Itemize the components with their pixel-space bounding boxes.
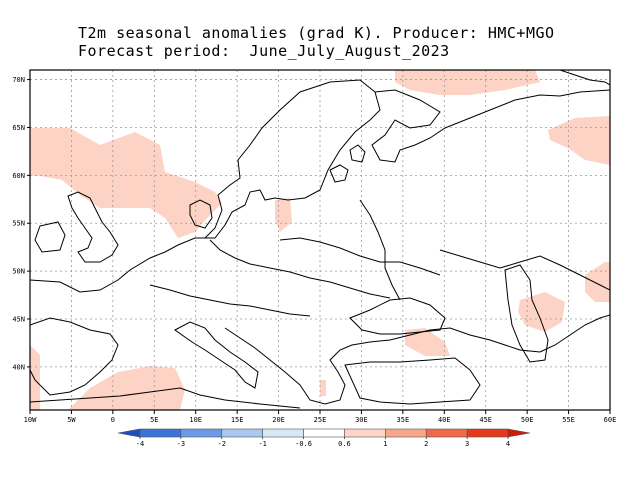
anomaly-areas: [30, 70, 610, 410]
colorbar-segment: [303, 428, 345, 438]
lon-tick-label: 25E: [314, 416, 327, 424]
colorbar-max-triangle: [507, 428, 531, 438]
lon-tick-label: 45E: [479, 416, 492, 424]
coastlines-and-borders: [30, 70, 610, 409]
lon-tick-label: 5E: [150, 416, 158, 424]
lon-tick-label: 10E: [189, 416, 202, 424]
border-east-1: [359, 199, 401, 301]
map-grid: [30, 70, 610, 410]
border-alps: [149, 284, 311, 317]
lon-tick-label: 5W: [67, 416, 76, 424]
lon-tick-label: 35E: [397, 416, 410, 424]
anomaly-area-urals: [548, 116, 610, 165]
anomaly-area-caucasus: [405, 328, 450, 356]
colorbar-label: -0.6: [295, 440, 312, 448]
lake-onega: [349, 144, 366, 163]
colorbar-label: 2: [424, 440, 428, 448]
colorbar: -4 -3 -2 -1 -0.6 0.6 1 2 3 4: [117, 428, 531, 448]
coastline-black-sea: [349, 297, 446, 335]
coastline-balkans: [224, 327, 541, 405]
anomaly-area-atlantic: [30, 128, 222, 238]
coastline-europe-west: [30, 237, 205, 293]
lon-tick-label: 50E: [521, 416, 534, 424]
colorbar-label: 1: [383, 440, 387, 448]
lat-tick-label: 60N: [12, 172, 25, 180]
colorbar-segment: [344, 428, 386, 438]
lon-tick-label: 55E: [562, 416, 575, 424]
colorbar-segment: [180, 428, 223, 438]
colorbar-label: -3: [177, 440, 185, 448]
lon-tick-label: 20E: [272, 416, 285, 424]
coastline-denmark: [189, 199, 213, 229]
lon-tick-label: 15E: [231, 416, 244, 424]
border-belarus-ukraine: [279, 237, 441, 276]
colorbar-label: 3: [465, 440, 469, 448]
anomaly-area-aegean: [320, 380, 326, 396]
colorbar-label: -4: [136, 440, 144, 448]
coastline-italy: [174, 321, 259, 389]
coastline-iberia: [30, 317, 119, 396]
lake-ladoga: [329, 164, 349, 183]
latitude-axis: 70N 65N 60N 55N 50N 45N 40N: [12, 76, 30, 371]
coastline-north-africa: [30, 387, 301, 409]
colorbar-label: -2: [218, 440, 226, 448]
lat-tick-label: 55N: [12, 220, 25, 228]
colorbar-segment: [221, 428, 263, 438]
lat-tick-label: 70N: [12, 76, 25, 84]
colorbar-segment: [262, 428, 304, 438]
longitude-axis: 10W 5W 0 5E 10E 15E 20E 25E 30E 35E 40E 45E 50E 55E 60…: [24, 410, 617, 424]
coastline-kola-white-sea: [371, 89, 610, 163]
border-central-europe: [209, 239, 391, 299]
anomaly-area-caspian: [518, 292, 565, 332]
lat-tick-label: 40N: [12, 363, 25, 371]
colorbar-segment: [139, 428, 182, 438]
lon-tick-label: 10W: [24, 416, 37, 424]
coastline-scandinavia: [203, 79, 381, 239]
lon-tick-label: 0: [111, 416, 115, 424]
colorbar-segment: [466, 428, 509, 438]
lat-tick-label: 45N: [12, 316, 25, 324]
lat-tick-label: 50N: [12, 268, 25, 276]
colorbar-label: 4: [506, 440, 510, 448]
colorbar-segment: [425, 428, 468, 438]
lat-tick-label: 65N: [12, 124, 25, 132]
coastline-british-isles: [67, 191, 119, 263]
anomaly-area-iberia: [30, 345, 40, 410]
coastline-caspian: [504, 264, 549, 363]
colorbar-min-triangle: [117, 428, 141, 438]
novaya-zemlya: [559, 70, 610, 86]
colorbar-label: -1: [258, 440, 266, 448]
colorbar-label: 0.6: [338, 440, 351, 448]
colorbar-segment: [385, 428, 427, 438]
map-title-line-2: Forecast period: June_July_August_2023: [78, 42, 450, 60]
coastline-ireland: [34, 221, 66, 253]
lon-tick-label: 30E: [355, 416, 368, 424]
anomaly-area-barents: [395, 70, 540, 95]
map-title-line-1: T2m seasonal anomalies (grad K). Produce…: [78, 24, 555, 42]
lon-tick-label: 60E: [604, 416, 617, 424]
border-kazakh: [439, 249, 610, 291]
lon-tick-label: 40E: [438, 416, 451, 424]
anomaly-area-baltic: [275, 198, 292, 232]
border-central-asia: [539, 314, 610, 353]
anomaly-area-north-africa: [68, 366, 185, 410]
coastline-anatolia: [344, 357, 481, 405]
anomaly-area-kazakh: [585, 262, 610, 302]
